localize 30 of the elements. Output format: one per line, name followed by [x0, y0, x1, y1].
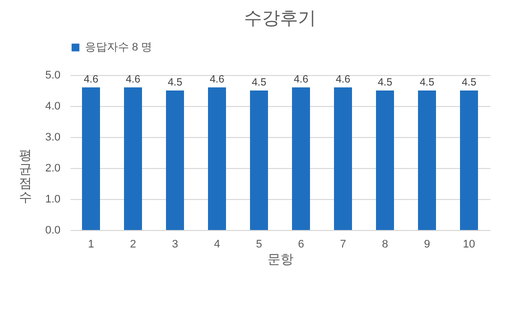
x-axis-title: 문항 — [268, 252, 294, 266]
x-tick-label: 8 — [382, 238, 388, 250]
x-tick-label: 2 — [130, 238, 136, 250]
y-tick-label: 5.0 — [45, 70, 60, 82]
data-label: 4.5 — [252, 76, 266, 88]
x-tick-label: 1 — [88, 238, 94, 250]
chart-title: 수강후기 — [244, 8, 316, 28]
x-tick-label: 9 — [424, 238, 430, 250]
data-label: 4.6 — [294, 73, 308, 86]
y-axis-title: 평균 점수 — [19, 148, 32, 204]
y-tick-label: 0.0 — [45, 224, 60, 236]
data-label: 4.5 — [378, 76, 392, 88]
x-tick-label: 5 — [256, 238, 262, 250]
data-label: 4.6 — [210, 73, 224, 86]
y-tick-label: 1.0 — [45, 194, 60, 206]
x-tick-label: 6 — [298, 238, 304, 250]
y-tick-label: 2.0 — [45, 162, 60, 174]
data-label: 4.6 — [84, 73, 98, 86]
legend-label: 응답자수 8 명 — [85, 42, 152, 54]
x-tick-label: 4 — [214, 238, 220, 250]
y-tick-label: 4.0 — [45, 100, 60, 112]
x-tick-label: 3 — [172, 238, 178, 250]
x-tick-label: 7 — [340, 238, 346, 250]
data-label: 4.5 — [420, 76, 434, 88]
data-label: 4.5 — [168, 76, 182, 88]
data-label: 4.5 — [462, 76, 476, 88]
data-label: 4.6 — [336, 73, 350, 86]
x-tick-label: 10 — [462, 238, 476, 250]
data-label: 4.6 — [126, 73, 140, 86]
y-tick-label: 3.0 — [45, 132, 60, 144]
